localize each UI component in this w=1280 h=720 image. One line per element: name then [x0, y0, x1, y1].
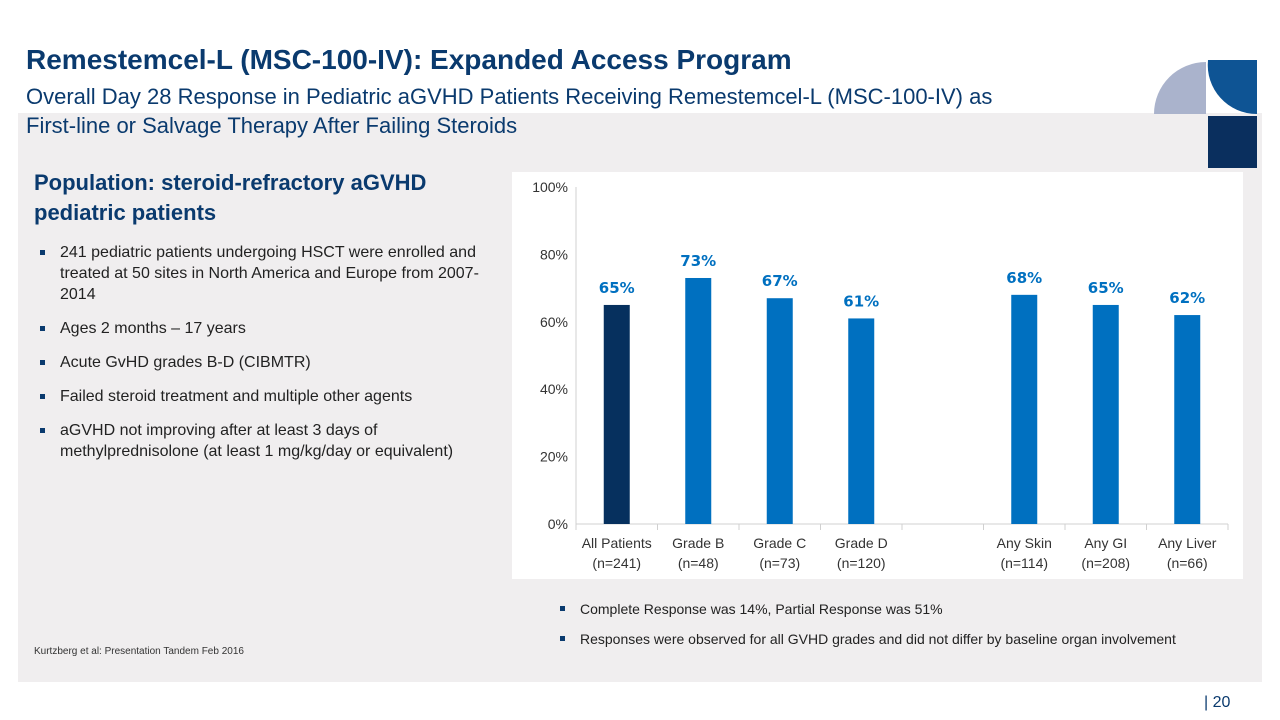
bar — [1174, 315, 1201, 524]
x-tick-label: Grade B — [672, 535, 724, 551]
x-tick-label: Grade C — [753, 535, 806, 551]
bullet-item: Acute GvHD grades B-D (CIBMTR) — [40, 352, 485, 373]
notes-bullets: Complete Response was 14%, Partial Respo… — [560, 600, 1180, 660]
bullet-item: aGVHD not improving after at least 3 day… — [40, 420, 485, 462]
x-tick-label: Any Liver — [1158, 535, 1217, 551]
bar — [848, 318, 875, 524]
x-tick-label: (n=114) — [1000, 555, 1048, 571]
slide-subtitle: Overall Day 28 Response in Pediatric aGV… — [26, 84, 993, 138]
chart-container: 0% 20% 40% 60% 80% 100% All Patients (n=241) 65%… — [512, 172, 1243, 579]
x-tick-label: Grade D — [835, 535, 888, 551]
y-tick-label: 80% — [540, 246, 568, 262]
bar — [1011, 294, 1038, 524]
bullet-item: Ages 2 months – 17 years — [40, 318, 485, 339]
x-tick-label: (n=66) — [1167, 555, 1208, 571]
x-tick-label: (n=120) — [837, 555, 886, 571]
x-tick-label: (n=241) — [592, 555, 641, 571]
data-label: 61% — [843, 292, 879, 310]
data-label: 67% — [762, 272, 798, 290]
bullet-item: 241 pediatric patients undergoing HSCT w… — [40, 242, 485, 305]
bar — [766, 298, 793, 524]
bar — [603, 304, 630, 524]
data-label: 68% — [1006, 269, 1042, 287]
x-tick-label: All Patients — [582, 535, 652, 551]
bar — [685, 277, 712, 524]
y-tick-label: 20% — [540, 449, 568, 465]
note-item: Complete Response was 14%, Partial Respo… — [560, 600, 1180, 618]
y-tick-label: 40% — [540, 381, 568, 397]
page-number: | 20 — [1204, 694, 1231, 711]
data-label: 73% — [680, 252, 716, 270]
slide-title: Remestemcel-L (MSC-100-IV): Expanded Acc… — [26, 44, 792, 75]
bullet-item: Failed steroid treatment and multiple ot… — [40, 386, 485, 407]
bar — [1092, 304, 1119, 524]
x-tick-label: Any Skin — [997, 535, 1052, 551]
note-item: Responses were observed for all GVHD gra… — [560, 630, 1180, 648]
y-tick-label: 100% — [532, 179, 568, 195]
y-tick-label: 60% — [540, 314, 568, 330]
x-tick-label: (n=73) — [759, 555, 800, 571]
data-label: 65% — [1088, 279, 1124, 297]
x-tick-label: Any GI — [1084, 535, 1127, 551]
response-bar-chart: 0% 20% 40% 60% 80% 100% All Patients (n=241) 65%… — [532, 179, 1229, 571]
population-bullets: 241 pediatric patients undergoing HSCT w… — [40, 242, 505, 475]
population-heading: Population: steroid-refractory aGVHD ped… — [34, 170, 427, 225]
x-tick-label: (n=48) — [678, 555, 719, 571]
x-tick-label: (n=208) — [1081, 555, 1130, 571]
company-logo — [1154, 60, 1257, 168]
data-label: 62% — [1169, 289, 1205, 307]
citation: Kurtzberg et al: Presentation Tandem Feb… — [34, 646, 244, 657]
data-label: 65% — [599, 279, 635, 297]
y-tick-label: 0% — [548, 516, 568, 532]
